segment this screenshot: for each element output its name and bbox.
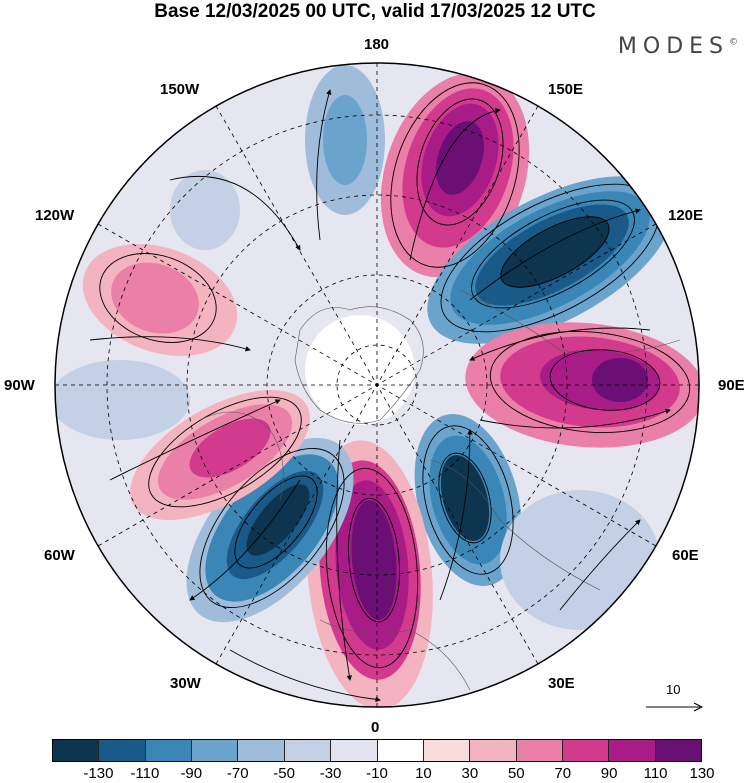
graticule (55, 63, 699, 707)
colorbar-segment (470, 740, 517, 761)
lon-label-30w: 30W (170, 675, 201, 692)
colorbar-tick-label: 130 (689, 765, 715, 782)
colorbar-tick-label: 110 (643, 765, 668, 782)
reference-vector-arrow (646, 702, 704, 712)
colorbar-segment (562, 740, 610, 761)
colorbar (52, 739, 702, 762)
colorbar-segment (192, 740, 239, 761)
colorbar-tick-label: 70 (554, 765, 572, 782)
lon-label-90w: 90W (4, 377, 35, 394)
colorbar-segment (423, 740, 471, 761)
lon-label-150w: 150W (160, 81, 200, 98)
colorbar-tick-label: 90 (600, 765, 618, 782)
lon-label-30e: 30E (548, 675, 575, 692)
colorbar-tick-label: -70 (226, 765, 249, 782)
modes-logo-text: MODES (617, 34, 729, 59)
anomaly-field (55, 65, 699, 707)
colorbar-tick-label: -10 (366, 765, 388, 782)
colorbar-segment (609, 740, 656, 761)
lon-label-60w: 60W (44, 547, 75, 564)
colorbar-tick-label: -50 (273, 765, 295, 782)
map-boundary (54, 62, 700, 708)
chart-title: Base 12/03/2025 00 UTC, valid 17/03/2025… (154, 1, 596, 22)
colorbar-segment (99, 740, 146, 761)
colorbar-segment (655, 740, 702, 761)
colorbar-tick-label: -130 (83, 765, 114, 782)
colorbar-tick-label: -30 (319, 765, 342, 782)
colorbar-segment (238, 740, 285, 761)
colorbar-segment (284, 740, 332, 761)
reference-vector-label: 10 (666, 682, 681, 697)
colorbar-ticks: -130 -110 -90 -70 -50 -30 -10 10 30 50 70 90 110 130 (52, 765, 714, 783)
colorbar-tick-label: 10 (415, 765, 432, 782)
colorbar-tick-label: 50 (507, 765, 525, 782)
streamlines (89, 89, 671, 703)
lon-label-0: 0 (371, 719, 380, 736)
colorbar-segment (331, 740, 378, 761)
colorbar-tick-label: -90 (180, 765, 203, 782)
colorbar-segment (145, 740, 193, 761)
polar-map (54, 62, 700, 708)
colorbar-segment (377, 740, 424, 761)
colorbar-segment (53, 740, 100, 761)
modes-logo: MODES© (618, 34, 738, 59)
lon-label-120e: 120E (668, 207, 704, 224)
lon-label-60e: 60E (672, 547, 699, 564)
reference-vector: 10 (644, 682, 704, 718)
lon-label-150e: 150E (548, 81, 584, 98)
lon-label-90e: 90E (718, 377, 745, 394)
colorbar-segment (516, 740, 563, 761)
lon-label-180: 180 (364, 36, 390, 53)
copyright-mark: © (729, 37, 738, 48)
lon-label-120w: 120W (35, 207, 75, 224)
colorbar-tick-label: -110 (130, 765, 160, 782)
colorbar-tick-label: 30 (461, 765, 479, 782)
